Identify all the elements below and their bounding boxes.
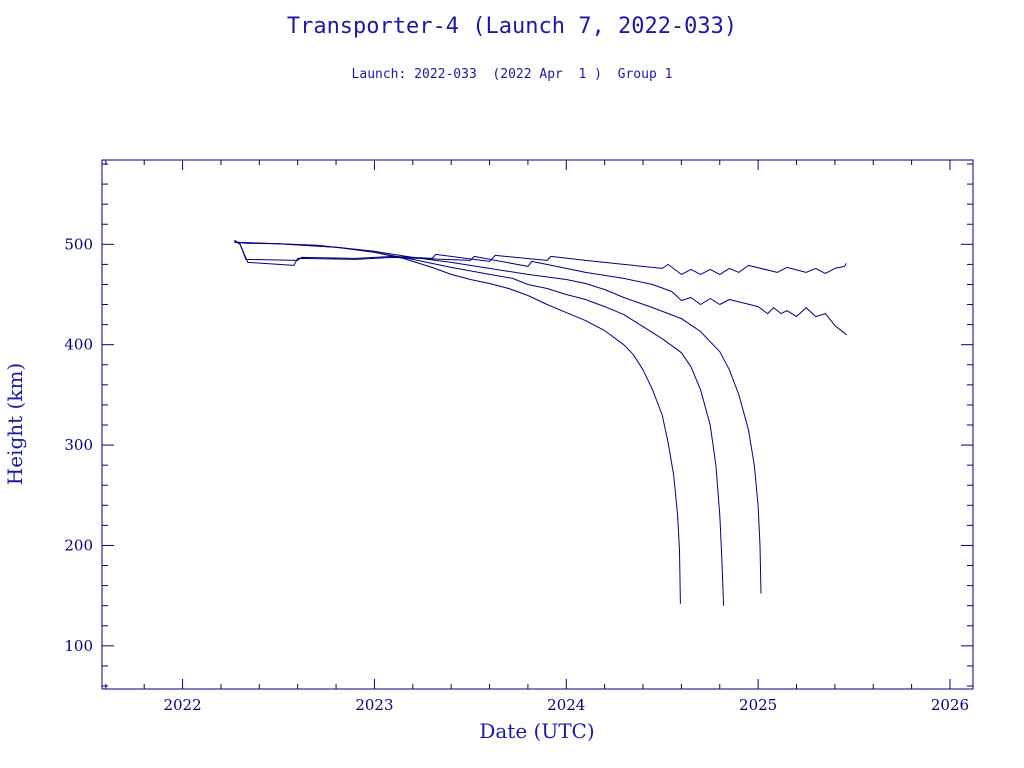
chart-subtitle: Launch: 2022-033 (2022 Apr 1 ) Group 1 <box>351 67 673 82</box>
x-tick-label: 2024 <box>547 696 585 714</box>
y-tick-label: 200 <box>64 536 93 554</box>
series-line-3 <box>234 241 762 594</box>
series-lines <box>234 239 847 606</box>
series-line-1 <box>234 241 681 604</box>
x-tick-label: 2022 <box>163 696 201 714</box>
series-line-4 <box>234 239 847 275</box>
x-axis-title: Date (UTC) <box>479 719 594 743</box>
series-line-5 <box>234 239 847 336</box>
y-tick-label: 500 <box>64 235 93 253</box>
x-tick-label: 2023 <box>355 696 393 714</box>
y-tick-label: 100 <box>64 637 93 655</box>
x-tick-label: 2025 <box>739 696 777 714</box>
chart-title: Transporter-4 (Launch 7, 2022-033) <box>286 14 738 39</box>
y-axis-title: Height (km) <box>3 363 27 485</box>
x-tick-label: 2026 <box>931 696 969 714</box>
plot-frame <box>101 159 974 690</box>
series-line-2 <box>234 241 725 606</box>
axis-ticks <box>102 160 973 689</box>
tick-labels: 2022 2023 2024 2025 2026 100 200 300 400 500 <box>64 235 969 714</box>
y-tick-label: 300 <box>64 436 93 454</box>
y-tick-label: 400 <box>64 336 93 354</box>
